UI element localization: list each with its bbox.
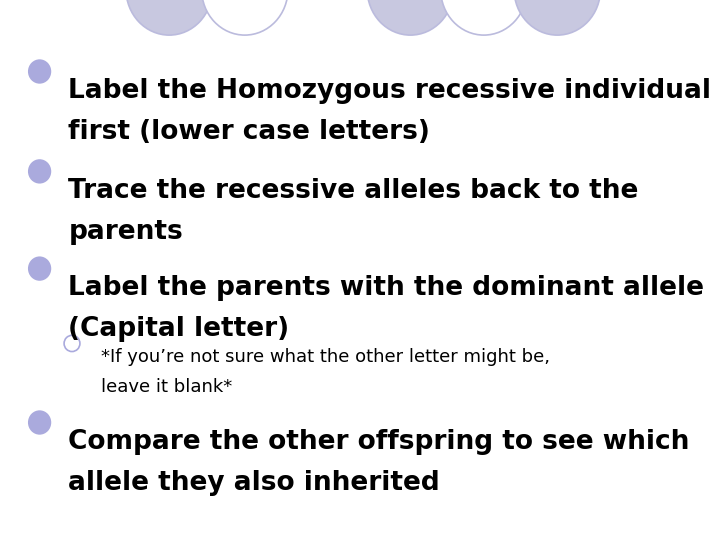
Text: Trace the recessive alleles back to the: Trace the recessive alleles back to the bbox=[68, 178, 639, 204]
Text: allele they also inherited: allele they also inherited bbox=[68, 470, 440, 496]
Text: Compare the other offspring to see which: Compare the other offspring to see which bbox=[68, 429, 690, 455]
Ellipse shape bbox=[64, 335, 80, 352]
Text: first (lower case letters): first (lower case letters) bbox=[68, 119, 431, 145]
Ellipse shape bbox=[29, 257, 50, 280]
Ellipse shape bbox=[514, 0, 600, 35]
Text: Label the parents with the dominant allele: Label the parents with the dominant alle… bbox=[68, 275, 704, 301]
Text: leave it blank*: leave it blank* bbox=[101, 378, 232, 396]
Text: Label the Homozygous recessive individual: Label the Homozygous recessive individua… bbox=[68, 78, 711, 104]
Text: *If you’re not sure what the other letter might be,: *If you’re not sure what the other lette… bbox=[101, 348, 550, 366]
Ellipse shape bbox=[29, 60, 50, 83]
Text: (Capital letter): (Capital letter) bbox=[68, 316, 289, 342]
Ellipse shape bbox=[441, 0, 527, 35]
Ellipse shape bbox=[367, 0, 454, 35]
Ellipse shape bbox=[202, 0, 288, 35]
Ellipse shape bbox=[29, 411, 50, 434]
Ellipse shape bbox=[29, 160, 50, 183]
Text: parents: parents bbox=[68, 219, 183, 245]
Ellipse shape bbox=[126, 0, 212, 35]
